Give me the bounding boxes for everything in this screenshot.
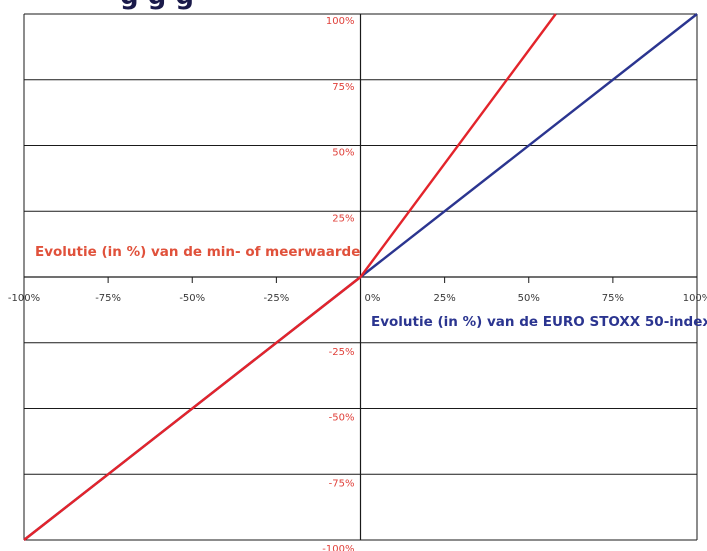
series-lines bbox=[23, 13, 698, 541]
x-axis-label: Evolutie (in %) van de EURO STOXX 50-ind… bbox=[371, 314, 707, 330]
x-tick-label: 75% bbox=[602, 293, 624, 304]
x-tick-label: 50% bbox=[518, 293, 540, 304]
x-tick-label: 100% bbox=[683, 293, 707, 304]
series-line bbox=[23, 13, 557, 541]
x-tick-label: -100% bbox=[8, 293, 40, 304]
y-tick-label: -25% bbox=[329, 347, 355, 358]
y-tick-label: 75% bbox=[332, 82, 354, 93]
y-tick-label: 100% bbox=[326, 16, 355, 27]
y-tick-label: 25% bbox=[332, 213, 354, 224]
y-axis-label: Evolutie (in %) van de min- of meerwaard… bbox=[35, 244, 360, 260]
y-tick-label: 50% bbox=[332, 148, 354, 159]
x-tick-label: 0% bbox=[365, 293, 381, 304]
x-tick-label: -75% bbox=[95, 293, 121, 304]
tick-labels: -100% -75% -50% -25% 0% 25% 50% 75% 100% 100% 75% 5… bbox=[8, 16, 707, 551]
y-tick-label: -50% bbox=[329, 413, 355, 424]
x-tick-label: -50% bbox=[179, 293, 205, 304]
x-tick-label: 25% bbox=[434, 293, 456, 304]
x-tick-label: -25% bbox=[263, 293, 289, 304]
chart-title-fragment: g g g bbox=[120, 0, 194, 11]
y-tick-label: -100% bbox=[322, 544, 354, 551]
y-tick-label: -75% bbox=[329, 478, 355, 489]
